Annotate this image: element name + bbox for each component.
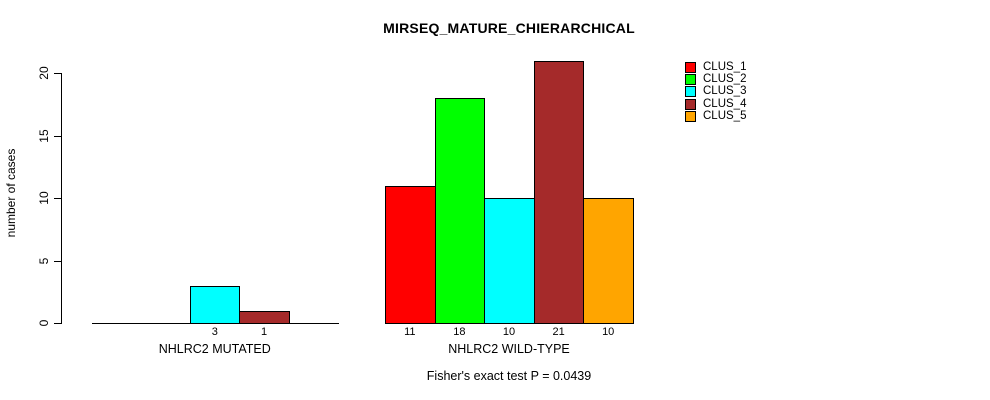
bar-value-label: 10 <box>602 326 615 338</box>
y-axis-tick-label: 20 <box>37 66 51 80</box>
bar-value-label: 3 <box>211 326 218 338</box>
legend-swatch-icon <box>685 98 696 110</box>
bar-clus_4-group1 <box>239 310 290 324</box>
bar-value-label: 21 <box>552 326 565 338</box>
legend-label: CLUS_5 <box>703 110 747 123</box>
legend-entry: CLUS_5 <box>685 111 746 123</box>
legend-entry: CLUS_4 <box>685 98 746 110</box>
chart-title: MIRSEQ_MATURE_CHIERARCHICAL <box>383 20 635 36</box>
fisher-test-caption: Fisher's exact test P = 0.0439 <box>426 369 592 383</box>
legend-entry: CLUS_2 <box>685 73 747 86</box>
bar-value-label: 11 <box>404 326 416 338</box>
legend-label: CLUS_2 <box>703 73 747 86</box>
legend-label: CLUS_3 <box>703 85 747 98</box>
y-axis-line <box>61 73 62 324</box>
bar-value-label: 1 <box>260 326 268 338</box>
legend-swatch-icon <box>685 86 696 98</box>
y-axis-tick-label: 0 <box>37 319 51 327</box>
bar-clus_1-group2 <box>385 185 436 324</box>
legend-swatch-icon <box>685 61 696 73</box>
bar-clus_3-group1 <box>190 285 241 324</box>
y-axis-tick-label: 15 <box>37 128 51 143</box>
group-axis-label: NHLRC2 MUTATED <box>158 342 271 356</box>
y-axis-tick <box>54 260 61 262</box>
bar-value-label: 10 <box>502 326 516 338</box>
legend-swatch-icon <box>685 111 696 123</box>
group-axis-label: NHLRC2 WILD-TYPE <box>448 342 570 356</box>
y-axis-tick <box>54 135 61 137</box>
legend-label: CLUS_4 <box>703 97 747 110</box>
legend: CLUS_1 CLUS_2 CLUS_3 CLUS_4 CLUS_5 <box>685 61 746 123</box>
bar-value-label: 18 <box>453 326 466 338</box>
y-axis-tick <box>54 198 61 199</box>
y-axis-title: number of cases <box>4 148 18 238</box>
legend-swatch-icon <box>685 74 696 86</box>
y-axis-tick-label: 10 <box>37 191 51 205</box>
bar-clus_2-group2 <box>434 98 486 324</box>
y-axis-tick <box>54 323 61 324</box>
bar-clus_3-group2 <box>484 198 535 324</box>
bar-clus_4-group2 <box>533 60 585 324</box>
legend-label: CLUS_1 <box>703 60 747 73</box>
legend-entry: CLUS_1 <box>685 61 746 73</box>
bar-clus_5-group2 <box>583 198 634 324</box>
legend-entry: CLUS_3 <box>685 86 746 98</box>
y-axis-tick-label: 5 <box>37 257 51 264</box>
y-axis-tick <box>54 73 61 74</box>
